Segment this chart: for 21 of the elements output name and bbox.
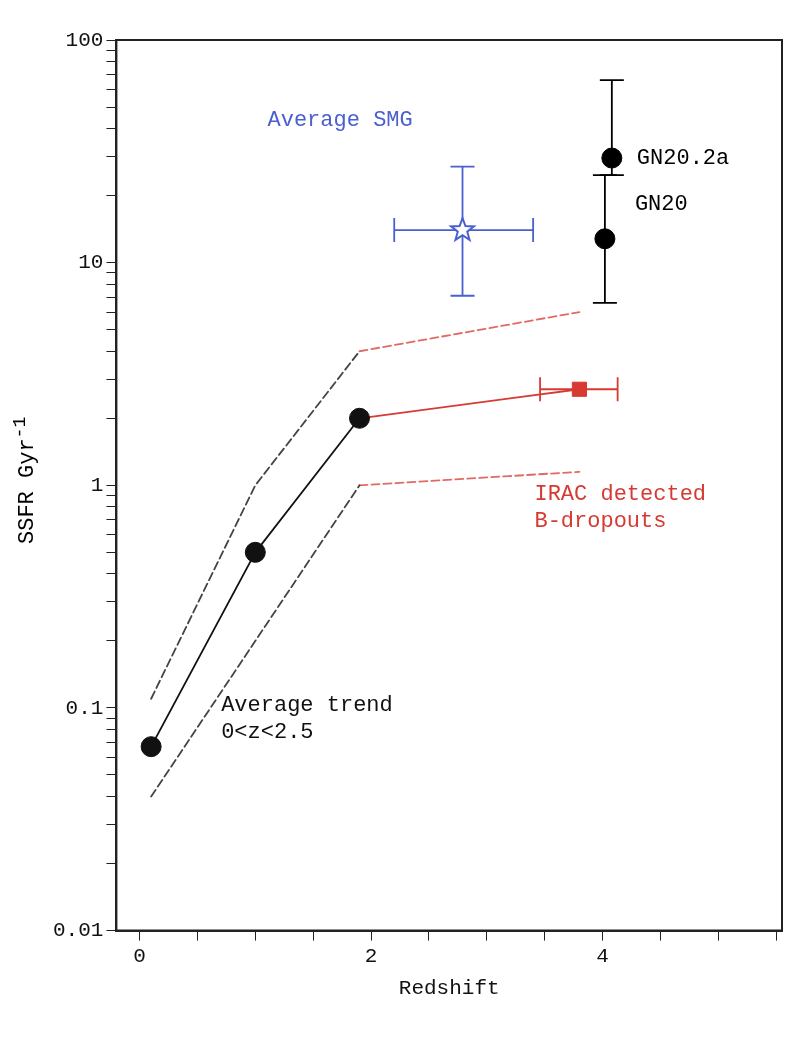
x-axis-title: Redshift <box>398 976 500 1000</box>
y-tick-label: 10 <box>78 251 104 275</box>
text: Average SMG <box>267 107 413 133</box>
text: IRAC detected B-dropouts <box>534 482 707 535</box>
series-label: GN20.2a <box>636 145 730 171</box>
series-label: Average trend 0<z<2.5 <box>221 692 393 745</box>
point <box>244 541 266 563</box>
point <box>594 228 616 250</box>
y-tick-label: 0.1 <box>65 696 104 720</box>
x-tick-label: 2 <box>364 944 378 968</box>
y-tick-label: 0.01 <box>52 919 104 943</box>
point <box>450 217 475 241</box>
series-label: GN20 <box>634 191 688 217</box>
y-tick-label: 1 <box>90 473 104 497</box>
x-tick-label: 4 <box>596 944 609 968</box>
point <box>571 381 587 397</box>
point <box>601 147 623 169</box>
point <box>348 407 370 429</box>
x-tick-label: 0 <box>133 944 146 968</box>
point <box>140 736 162 758</box>
y-tick-label: 100 <box>65 28 104 52</box>
